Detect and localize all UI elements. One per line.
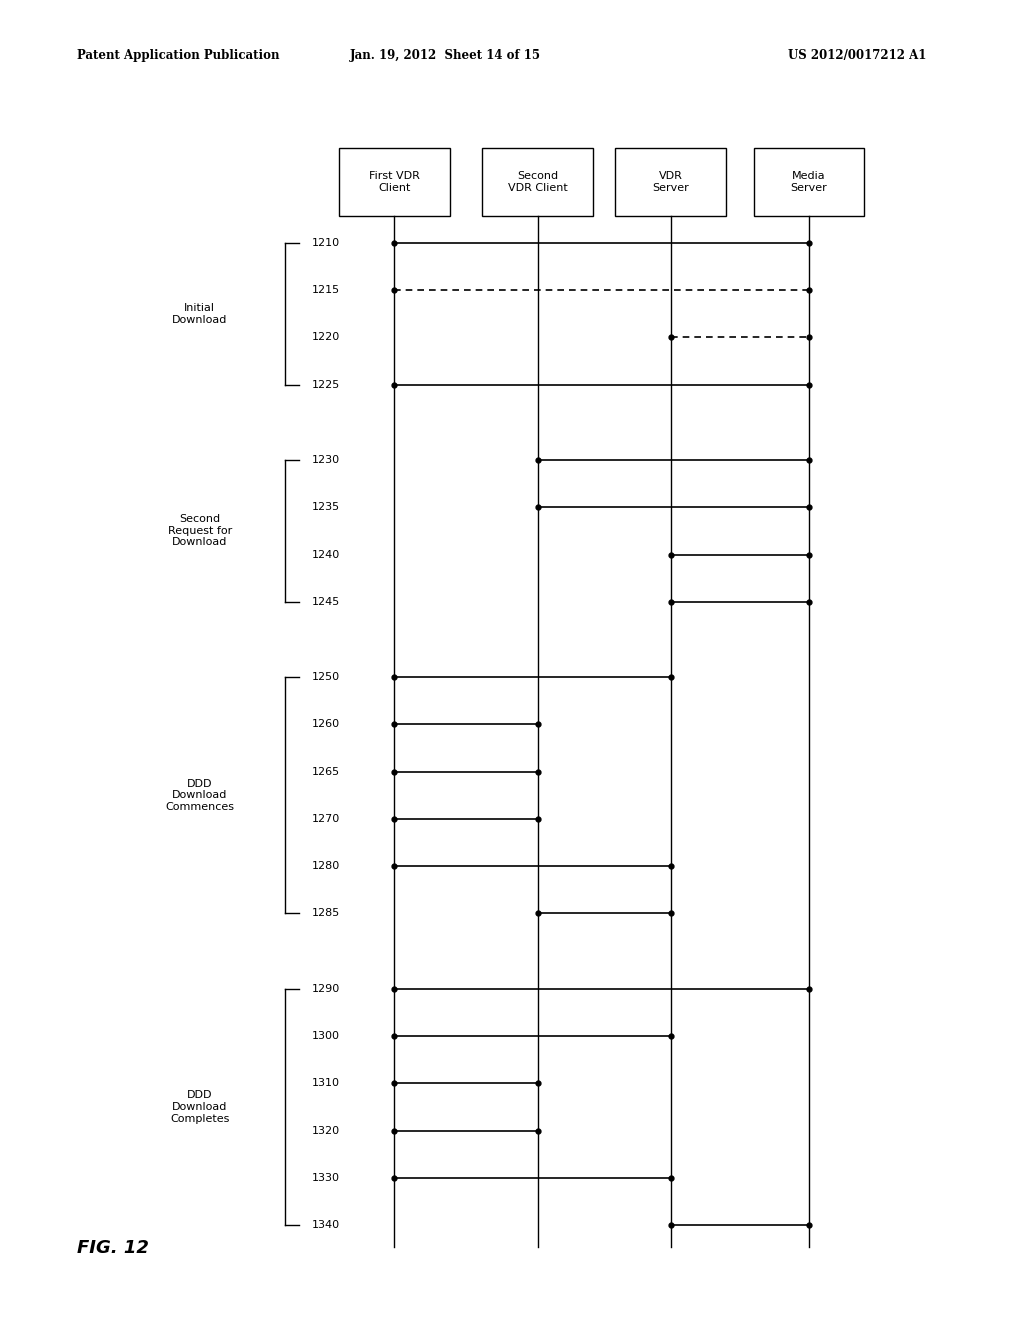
Text: 1230: 1230 xyxy=(312,455,340,465)
Text: FIG. 12: FIG. 12 xyxy=(77,1238,148,1257)
Text: Initial
Download: Initial Download xyxy=(172,302,227,325)
Text: 1215: 1215 xyxy=(312,285,340,296)
Text: US 2012/0017212 A1: US 2012/0017212 A1 xyxy=(788,49,927,62)
Text: 1340: 1340 xyxy=(312,1220,340,1230)
Text: 1330: 1330 xyxy=(312,1172,340,1183)
Text: 1235: 1235 xyxy=(312,503,340,512)
Text: Patent Application Publication: Patent Application Publication xyxy=(77,49,280,62)
FancyBboxPatch shape xyxy=(754,148,864,216)
Text: 1310: 1310 xyxy=(312,1078,340,1088)
Text: 1300: 1300 xyxy=(312,1031,340,1041)
Text: 1210: 1210 xyxy=(312,238,340,248)
Text: 1265: 1265 xyxy=(312,767,340,776)
Text: 1220: 1220 xyxy=(312,333,341,342)
FancyBboxPatch shape xyxy=(482,148,593,216)
Text: 1250: 1250 xyxy=(312,672,340,682)
Text: Second
VDR Client: Second VDR Client xyxy=(508,172,567,193)
Text: 1270: 1270 xyxy=(312,814,341,824)
Text: 1260: 1260 xyxy=(312,719,340,730)
Text: VDR
Server: VDR Server xyxy=(652,172,689,193)
Text: 1225: 1225 xyxy=(312,380,341,389)
Text: First VDR
Client: First VDR Client xyxy=(369,172,420,193)
FancyBboxPatch shape xyxy=(339,148,450,216)
Text: 1320: 1320 xyxy=(312,1126,340,1135)
Text: 1285: 1285 xyxy=(312,908,341,919)
Text: Second
Request for
Download: Second Request for Download xyxy=(168,515,231,548)
FancyBboxPatch shape xyxy=(615,148,726,216)
Text: Media
Server: Media Server xyxy=(791,172,827,193)
Text: 1245: 1245 xyxy=(312,597,341,607)
Text: DDD
Download
Commences: DDD Download Commences xyxy=(165,779,234,812)
Text: Jan. 19, 2012  Sheet 14 of 15: Jan. 19, 2012 Sheet 14 of 15 xyxy=(350,49,541,62)
Text: 1240: 1240 xyxy=(312,549,341,560)
Text: DDD
Download
Completes: DDD Download Completes xyxy=(170,1090,229,1123)
Text: 1280: 1280 xyxy=(312,861,341,871)
Text: 1290: 1290 xyxy=(312,983,341,994)
